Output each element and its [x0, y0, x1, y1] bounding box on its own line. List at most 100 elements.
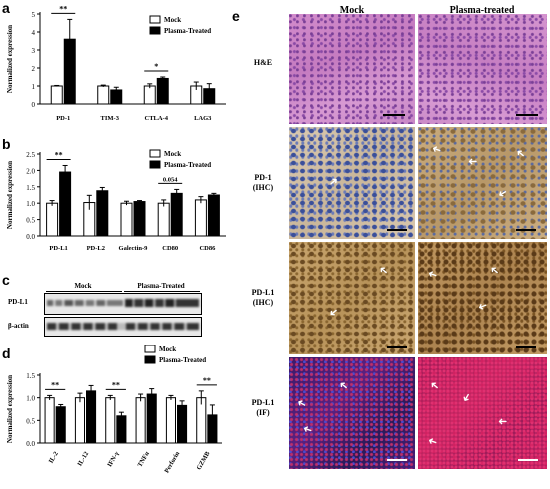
scale-bar — [383, 114, 405, 116]
x-tick-label: Galectin-9 — [119, 245, 149, 252]
arrow-icon: ➜ — [430, 141, 444, 157]
image-pdl1-if-mock: ➜ ➜ ➜ — [289, 357, 415, 469]
row-label-pdl1-ihc-text: PD-L1 — [251, 288, 275, 297]
arrow-icon: ➜ — [468, 155, 478, 167]
x-tick-label: IL-12 — [76, 451, 90, 468]
x-tick-label: PD-L2 — [87, 245, 105, 252]
arrow-icon: ➜ — [498, 415, 508, 427]
x-tick-label: CD86 — [199, 245, 216, 252]
y-tick-label: 2.5 — [26, 151, 35, 159]
significance-label: * — [154, 62, 158, 71]
row-label-pdl1-if-sub: (IF) — [256, 408, 270, 417]
blot-row-label-actin: β-actin — [8, 322, 29, 330]
y-tick-label: 0.5 — [26, 217, 35, 225]
row-label-pd1-sub: (IHC) — [252, 183, 274, 192]
arrow-icon: ➜ — [376, 262, 392, 278]
y-axis-label: Normalized expression — [6, 161, 14, 229]
scale-bar — [516, 114, 538, 116]
x-tick-label: GZMB — [196, 450, 212, 471]
histology-panel: Mock Plasma-treated H&E PD-1 (IHC) PD-L1… — [237, 3, 550, 489]
bar — [177, 404, 188, 444]
legend-swatch — [149, 160, 161, 169]
row-label-he-text: H&E — [253, 58, 273, 67]
blot-group-mock: Mock — [74, 282, 92, 290]
column-header-mock: Mock — [339, 5, 365, 16]
scale-bar — [516, 346, 536, 348]
blot-group-line-plasma — [124, 291, 200, 292]
bar — [143, 85, 156, 105]
bar — [203, 88, 216, 105]
image-pd1-plasma: ➜ ➜ ➜ ➜ — [418, 127, 547, 239]
bar — [207, 194, 220, 237]
legend-label: Plasma-Treated — [164, 161, 211, 169]
significance-label: ** — [59, 4, 67, 13]
y-tick-label: 2.0 — [26, 167, 35, 175]
image-pdl1-if-plasma: ➜ ➜ ➜ ➜ — [418, 357, 547, 469]
western-blot: Mock Plasma-Treated PD-L1 β-actin — [0, 272, 232, 342]
x-tick-label: IL-2 — [48, 451, 60, 465]
row-label-pdl1-ihc-sub: (IHC) — [252, 298, 274, 307]
blot-row-label-pdl1: PD-L1 — [8, 298, 28, 306]
scale-bar — [387, 346, 407, 348]
image-pdl1-ihc-mock: ➜ ➜ — [289, 242, 415, 354]
arrow-icon: ➜ — [326, 174, 342, 190]
image-he-mock — [289, 14, 415, 124]
y-tick-label: 1.0 — [26, 200, 35, 208]
bar — [135, 397, 146, 444]
legend-swatch — [149, 26, 161, 35]
blot-membrane-pdl1 — [44, 293, 202, 315]
legend-label: Mock — [159, 345, 176, 353]
row-label-he: H&E — [237, 58, 289, 68]
panel-label-c: c — [2, 272, 10, 288]
bar — [157, 202, 170, 237]
bar — [86, 390, 97, 444]
x-tick-label: PD-L1 — [49, 245, 67, 252]
bar — [55, 406, 66, 444]
arrow-icon: ➜ — [513, 145, 529, 161]
arrow-icon: ➜ — [325, 304, 341, 320]
bar-chart-a: 0 1 2 3 4 5 Normalized expression PD-1 TIM-3 CTLA… — [6, 4, 226, 122]
bar-chart-d: 0.0 0.5 1.0 1.5 Normalized expression IL-2 IL-… — [6, 345, 222, 474]
y-tick-label: 5 — [32, 11, 36, 19]
legend-swatch — [144, 355, 156, 364]
bar — [120, 202, 133, 237]
bar — [96, 190, 109, 237]
bar — [165, 397, 176, 444]
column-header-plasma: Plasma-treated — [449, 5, 515, 16]
y-tick-label: 1.5 — [26, 372, 35, 380]
arrow-icon: ➜ — [458, 390, 474, 405]
scale-bar — [387, 229, 407, 231]
legend-swatch — [144, 345, 156, 353]
significance-label: ** — [112, 380, 120, 389]
significance-label: ** — [203, 376, 211, 385]
blot-bands-pdl1-plasma — [125, 299, 199, 307]
y-tick-label: 1.0 — [26, 395, 35, 403]
significance-label: ** — [55, 150, 63, 159]
arrow-icon: ➜ — [426, 266, 440, 282]
significance-label: ** — [51, 380, 59, 389]
y-tick-label: 0.0 — [26, 440, 35, 448]
bar — [44, 397, 55, 444]
x-tick-label: PD-1 — [56, 115, 70, 122]
blot-group-line-mock — [46, 291, 122, 292]
row-label-pdl1-ihc: PD-L1 (IHC) — [237, 288, 289, 308]
image-pdl1-ihc-plasma: ➜ ➜ ➜ — [418, 242, 547, 354]
bar — [46, 202, 59, 237]
arrow-icon: ➜ — [336, 377, 352, 393]
arrow-icon: ➜ — [495, 185, 510, 201]
y-axis-label: Normalized expression — [6, 375, 14, 443]
row-label-pdl1-if: PD-L1 (IF) — [237, 398, 289, 418]
bar-chart-b: 0.0 0.5 1.0 1.5 2.0 2.5 Normalized expression P… — [6, 149, 226, 252]
scale-bar — [516, 229, 536, 231]
bar — [194, 199, 207, 237]
x-tick-label: CD80 — [162, 245, 178, 252]
bar — [110, 89, 123, 105]
arrow-icon: ➜ — [487, 262, 503, 278]
bar — [50, 85, 63, 105]
legend-swatch — [149, 149, 161, 158]
panel-label-a: a — [2, 0, 10, 16]
bar — [74, 397, 86, 444]
x-tick-label: TIM-3 — [101, 115, 120, 122]
bar — [170, 192, 183, 237]
arrow-icon: ➜ — [427, 377, 443, 393]
